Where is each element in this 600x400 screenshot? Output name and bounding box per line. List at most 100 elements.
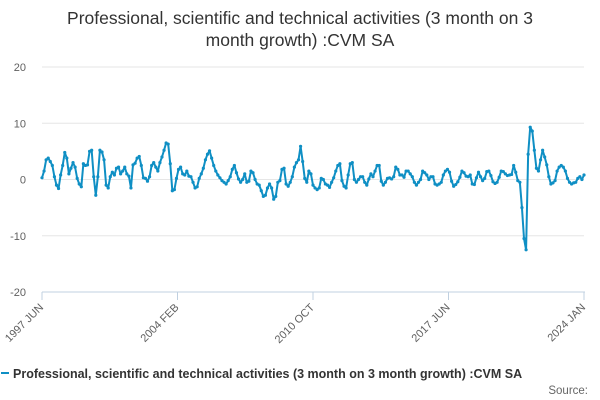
- data-point[interactable]: [121, 169, 125, 173]
- data-point[interactable]: [394, 165, 398, 169]
- data-point[interactable]: [179, 165, 183, 169]
- data-point[interactable]: [408, 172, 412, 176]
- data-point[interactable]: [106, 186, 110, 190]
- data-point[interactable]: [158, 161, 162, 165]
- data-point[interactable]: [61, 163, 65, 168]
- data-point[interactable]: [431, 175, 435, 179]
- data-point[interactable]: [563, 169, 567, 173]
- data-point[interactable]: [332, 176, 336, 180]
- data-point[interactable]: [325, 183, 330, 187]
- data-point[interactable]: [439, 180, 443, 184]
- data-point[interactable]: [334, 169, 338, 173]
- data-point[interactable]: [205, 152, 210, 156]
- data-point[interactable]: [54, 183, 59, 187]
- data-point[interactable]: [243, 172, 247, 176]
- data-point[interactable]: [346, 173, 350, 177]
- data-point[interactable]: [267, 182, 272, 186]
- data-point[interactable]: [90, 148, 94, 152]
- data-point[interactable]: [392, 175, 396, 179]
- data-point[interactable]: [156, 169, 160, 173]
- data-point[interactable]: [125, 172, 129, 176]
- data-point[interactable]: [257, 183, 261, 187]
- data-point[interactable]: [530, 129, 534, 133]
- data-point[interactable]: [286, 184, 290, 188]
- data-point[interactable]: [303, 176, 307, 180]
- data-point[interactable]: [284, 182, 288, 186]
- data-point[interactable]: [127, 174, 131, 178]
- data-point[interactable]: [379, 179, 383, 183]
- data-point[interactable]: [356, 177, 361, 182]
- data-point[interactable]: [350, 161, 354, 165]
- data-point[interactable]: [472, 182, 476, 187]
- data-point[interactable]: [236, 177, 241, 181]
- data-point[interactable]: [139, 163, 143, 168]
- data-point[interactable]: [168, 162, 172, 166]
- data-point[interactable]: [458, 175, 462, 179]
- data-point[interactable]: [40, 176, 44, 180]
- data-point[interactable]: [454, 182, 458, 187]
- data-point[interactable]: [518, 180, 522, 184]
- data-point[interactable]: [305, 180, 309, 184]
- data-point[interactable]: [96, 175, 100, 179]
- data-point[interactable]: [292, 165, 296, 169]
- data-point[interactable]: [67, 172, 71, 176]
- data-point[interactable]: [551, 181, 555, 185]
- data-point[interactable]: [210, 156, 214, 160]
- data-point[interactable]: [383, 180, 387, 184]
- data-point[interactable]: [441, 173, 445, 177]
- data-point[interactable]: [71, 161, 75, 165]
- data-point[interactable]: [301, 159, 305, 164]
- data-point[interactable]: [352, 177, 356, 182]
- data-point[interactable]: [195, 185, 199, 189]
- data-point[interactable]: [174, 176, 179, 180]
- data-point[interactable]: [129, 186, 133, 190]
- data-point[interactable]: [520, 206, 524, 210]
- data-point[interactable]: [410, 175, 414, 179]
- data-point[interactable]: [274, 194, 278, 198]
- data-point[interactable]: [247, 179, 251, 183]
- data-point[interactable]: [541, 148, 545, 152]
- data-point[interactable]: [381, 183, 385, 187]
- data-point[interactable]: [65, 156, 69, 160]
- legend-label[interactable]: Professional, scientific and technical a…: [13, 367, 522, 381]
- data-point[interactable]: [214, 169, 218, 173]
- data-point[interactable]: [259, 189, 263, 193]
- data-point[interactable]: [176, 167, 181, 171]
- data-point[interactable]: [270, 186, 274, 190]
- data-point[interactable]: [154, 165, 158, 169]
- data-point[interactable]: [522, 236, 526, 241]
- data-point[interactable]: [445, 167, 450, 171]
- data-point[interactable]: [307, 169, 311, 173]
- data-point[interactable]: [278, 179, 282, 183]
- data-point[interactable]: [116, 165, 121, 169]
- data-point[interactable]: [476, 170, 481, 174]
- data-point[interactable]: [425, 173, 429, 177]
- data-point[interactable]: [406, 169, 410, 173]
- data-point[interactable]: [456, 180, 460, 184]
- data-point[interactable]: [85, 163, 90, 167]
- data-point[interactable]: [145, 179, 150, 183]
- data-point[interactable]: [272, 197, 276, 201]
- data-point[interactable]: [361, 175, 365, 179]
- data-point[interactable]: [79, 185, 83, 189]
- data-point[interactable]: [578, 175, 582, 179]
- data-point[interactable]: [390, 177, 394, 181]
- data-point[interactable]: [56, 186, 61, 191]
- data-point[interactable]: [311, 183, 315, 187]
- data-point[interactable]: [104, 183, 108, 187]
- data-point[interactable]: [152, 161, 156, 165]
- data-point[interactable]: [203, 158, 208, 162]
- data-point[interactable]: [228, 175, 232, 179]
- data-point[interactable]: [63, 150, 67, 155]
- data-point[interactable]: [46, 156, 50, 160]
- data-point[interactable]: [553, 179, 557, 183]
- data-point[interactable]: [423, 171, 427, 175]
- data-point[interactable]: [377, 163, 381, 168]
- data-point[interactable]: [52, 175, 57, 179]
- data-point[interactable]: [462, 171, 466, 175]
- data-point[interactable]: [147, 175, 152, 179]
- data-point[interactable]: [565, 176, 570, 180]
- data-point[interactable]: [69, 166, 73, 170]
- data-point[interactable]: [189, 175, 193, 179]
- data-point[interactable]: [418, 177, 423, 182]
